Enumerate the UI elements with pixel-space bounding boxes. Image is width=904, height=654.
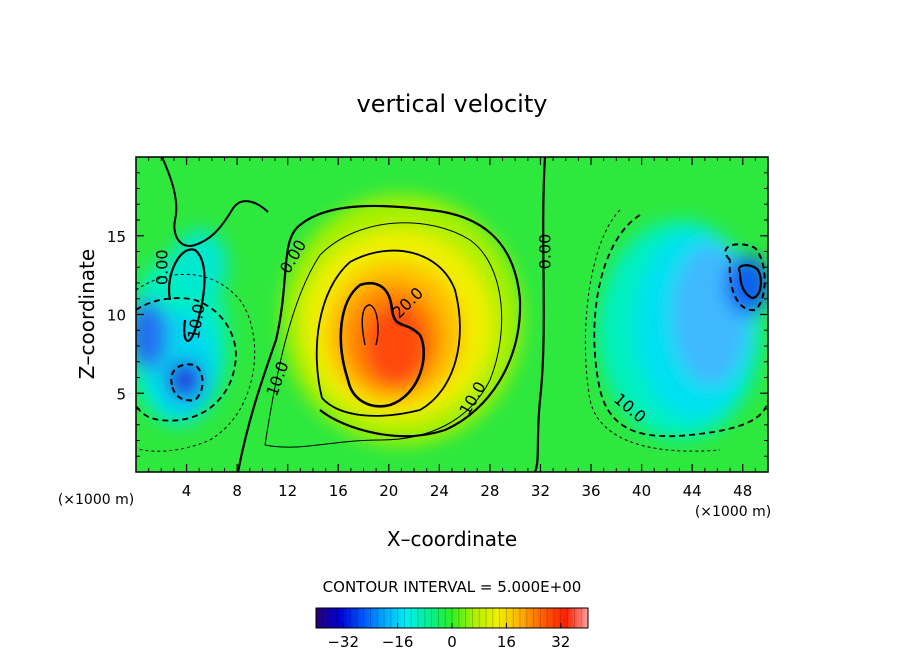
x-tick-label: 36 [581,482,600,500]
colorbar-tick-label: 0 [447,633,457,651]
x-tick-label: 44 [683,482,702,500]
x-tick-label: 48 [733,482,752,500]
x-axis-ticks: 4 8 12 16 20 24 28 32 36 40 44 48 [148,157,756,500]
chart-title: vertical velocity [357,90,548,118]
colorbar-stripes [322,608,582,628]
heatmap-field [136,157,768,472]
x-tick-label: 40 [632,482,651,500]
colorbar-tick-label: 16 [497,633,516,651]
x-tick-label: 8 [232,482,242,500]
x-tick-label: 20 [379,482,398,500]
x-axis-unit: (×1000 m) [695,504,771,520]
x-tick-label: 24 [430,482,449,500]
contour-label: 0.00 [536,234,555,270]
contour-interval-label: CONTOUR INTERVAL = 5.000E+00 [323,578,582,596]
x-axis-label: X–coordinate [387,527,517,551]
y-axis-label: Z–coordinate [75,249,99,379]
x-tick-label: 12 [278,482,297,500]
y-tick-label: 10 [107,307,126,325]
y-tick-label: 15 [107,228,126,246]
colorbar-tick-label: −32 [327,633,359,651]
colorbar-tick-label: −16 [382,633,414,651]
contour-label: 0.00 [153,249,172,285]
x-tick-label: 16 [329,482,348,500]
y-axis-unit: (×1000 m) [58,492,134,508]
y-tick-label: 5 [116,385,126,403]
y-axis-ticks: 5 10 15 [107,172,768,457]
x-tick-label: 4 [182,482,192,500]
x-tick-label: 28 [480,482,499,500]
x-tick-label: 32 [531,482,550,500]
colorbar-tick-label: 32 [551,633,570,651]
colorbar: −32 −16 0 16 32 [315,607,589,651]
colorbar-ticks: −32 −16 0 16 32 [327,623,570,651]
